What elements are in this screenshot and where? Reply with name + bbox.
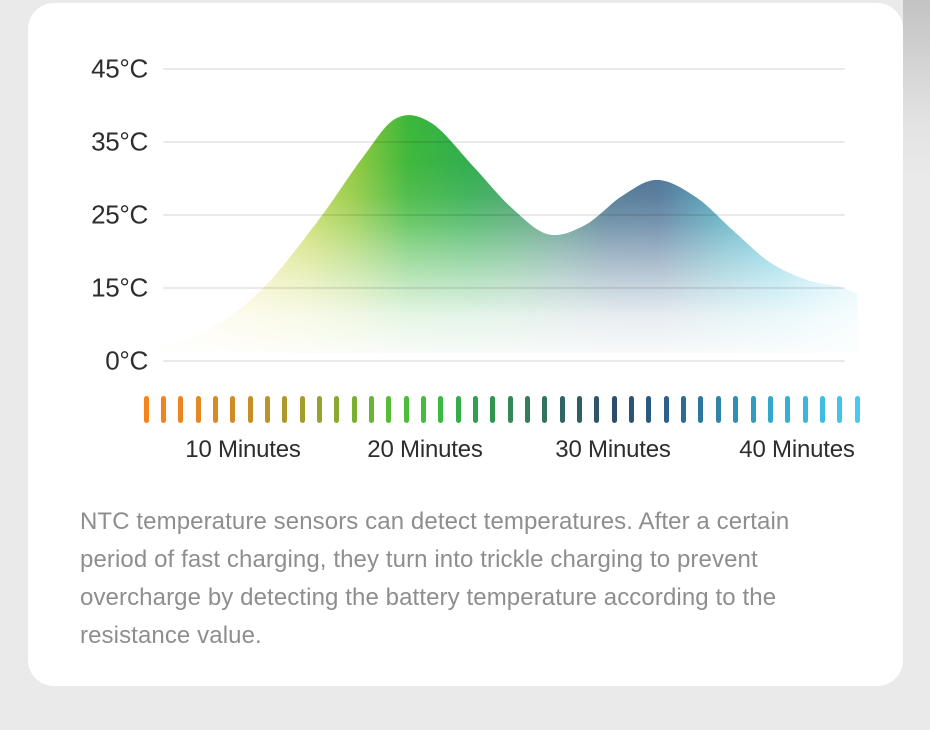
tick-mark bbox=[316, 396, 322, 423]
x-axis-label: 10 Minutes bbox=[185, 436, 301, 463]
tick-mark bbox=[750, 396, 756, 423]
y-axis-label: 25°C bbox=[91, 199, 148, 230]
description-line: resistance value. bbox=[80, 622, 262, 649]
y-axis-label: 45°C bbox=[91, 53, 148, 84]
tick-mark bbox=[455, 396, 461, 423]
tick-mark bbox=[334, 396, 340, 423]
tick-mark bbox=[438, 396, 444, 423]
tick-mark bbox=[767, 396, 773, 423]
tick-mark bbox=[663, 396, 669, 423]
tick-mark bbox=[733, 396, 739, 423]
tick-mark bbox=[802, 396, 808, 423]
tick-mark bbox=[698, 396, 704, 423]
tick-mark bbox=[160, 396, 166, 423]
y-axis-label: 35°C bbox=[91, 126, 148, 157]
description-line: period of fast charging, they turn into … bbox=[80, 546, 758, 573]
tick-mark bbox=[299, 396, 305, 423]
tick-mark bbox=[542, 396, 548, 423]
tick-mark bbox=[681, 396, 687, 423]
tick-mark bbox=[368, 396, 374, 423]
tick-mark bbox=[178, 396, 184, 423]
gridline-35c bbox=[163, 141, 845, 143]
area-chart-svg bbox=[146, 115, 858, 354]
tick-mark bbox=[230, 396, 236, 423]
description-line: overcharge by detecting the battery temp… bbox=[80, 584, 777, 611]
temperature-chart: 45°C 35°C 25°C 15°C 0°C 10 Minutes 20 Mi… bbox=[28, 3, 903, 483]
gridline-0c bbox=[163, 360, 845, 362]
y-axis-label: 0°C bbox=[105, 345, 148, 376]
tick-mark bbox=[507, 396, 513, 423]
tick-mark bbox=[143, 396, 149, 423]
tick-mark bbox=[195, 396, 201, 423]
gridline-25c bbox=[163, 214, 845, 216]
tick-mark bbox=[490, 396, 496, 423]
tick-mark bbox=[715, 396, 721, 423]
tick-mark bbox=[403, 396, 409, 423]
tick-mark bbox=[611, 396, 617, 423]
tick-marks-row bbox=[28, 396, 903, 423]
y-axis-label: 15°C bbox=[91, 272, 148, 303]
chart-card: 45°C 35°C 25°C 15°C 0°C 10 Minutes 20 Mi… bbox=[28, 3, 903, 686]
tick-mark bbox=[282, 396, 288, 423]
tick-mark bbox=[594, 396, 600, 423]
tick-mark bbox=[473, 396, 478, 423]
tick-mark bbox=[646, 396, 652, 423]
x-axis-label: 40 Minutes bbox=[739, 436, 855, 463]
description-line: NTC temperature sensors can detect tempe… bbox=[80, 508, 790, 535]
tick-mark bbox=[785, 396, 791, 423]
tick-mark bbox=[386, 396, 392, 423]
tick-mark bbox=[247, 396, 253, 423]
tick-mark bbox=[525, 396, 530, 423]
tick-mark bbox=[212, 396, 218, 423]
tick-mark bbox=[837, 396, 843, 423]
tick-mark bbox=[629, 396, 635, 423]
tick-mark bbox=[264, 396, 270, 423]
gridline-45c bbox=[163, 68, 845, 70]
tick-mark bbox=[559, 396, 565, 423]
tick-mark bbox=[819, 396, 825, 423]
gridline-15c bbox=[163, 287, 845, 289]
top-right-shadow bbox=[903, 0, 930, 215]
tick-mark bbox=[854, 396, 860, 423]
tick-mark bbox=[351, 396, 357, 423]
chart-description: NTC temperature sensors can detect tempe… bbox=[80, 503, 870, 655]
tick-mark bbox=[577, 396, 582, 423]
x-axis-label: 30 Minutes bbox=[555, 436, 671, 463]
x-axis-label: 20 Minutes bbox=[367, 436, 483, 463]
tick-mark bbox=[421, 396, 426, 423]
